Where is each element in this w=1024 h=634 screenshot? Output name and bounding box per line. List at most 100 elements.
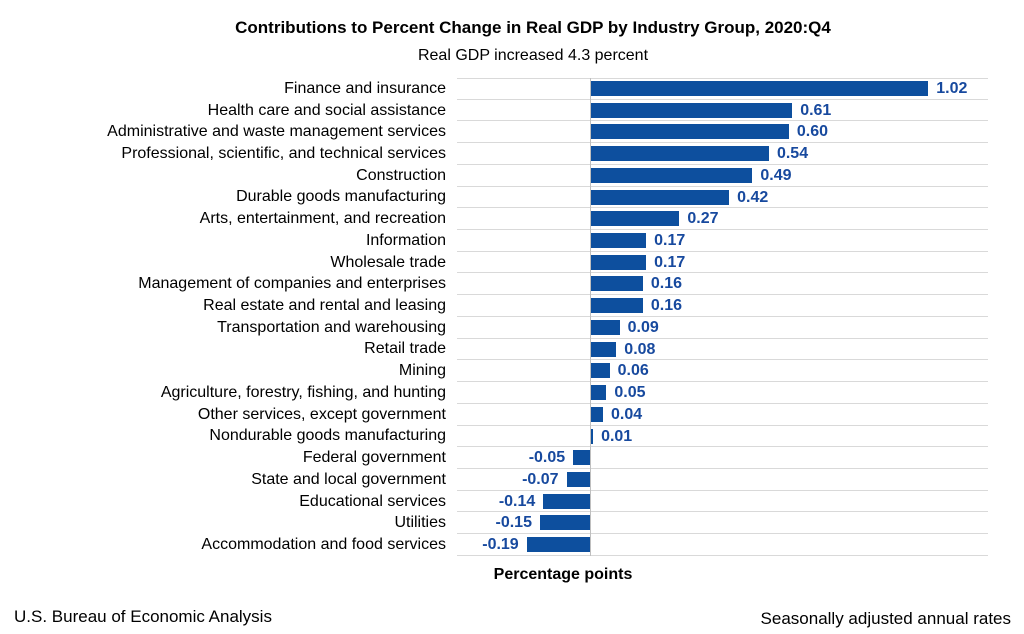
plot-cell: 1.02 [457,78,988,100]
value-label: 0.17 [654,253,686,271]
plot-cell: -0.15 [457,512,988,535]
value-label: -0.05 [528,449,566,467]
chart-subtitle: Real GDP increased 4.3 percent [417,47,649,64]
category-label: State and local government [251,470,446,488]
value-label: 0.60 [796,123,829,141]
plot-cell: 0.08 [457,339,988,361]
plot-cell: -0.14 [457,491,988,513]
value-label: 0.27 [687,210,719,228]
bar [589,146,769,162]
bar-row: Wholesale trade 0.17 [30,252,988,274]
bar-row: Utilities -0.15 [30,512,988,535]
plot-cell: 0.60 [457,121,988,144]
bar [589,276,643,292]
plot-cell: -0.05 [457,447,988,469]
category-label: Retail trade [364,340,446,358]
value-label: 0.01 [601,427,633,445]
chart-title: Contributions to Percent Change in Real … [235,18,831,37]
bar [539,515,590,531]
plot-cell: 0.27 [457,208,988,231]
category-label: Utilities [394,514,446,532]
plot-cell: -0.19 [457,534,988,556]
plot-cell: 0.49 [457,165,988,187]
bar [589,341,617,357]
bar [543,493,590,509]
plot-cell: 0.09 [457,317,988,339]
category-label: Educational services [299,492,446,510]
plot-cell: 0.06 [457,360,988,383]
plot-cell: -0.07 [457,469,988,491]
bar-row: Agriculture, forestry, fishing, and hunt… [30,382,988,404]
bar [589,319,620,335]
bar-row: Accommodation and food services -0.19 [30,534,988,556]
value-label: 0.54 [776,145,809,163]
category-label: Durable goods manufacturing [236,188,446,206]
value-label: 1.02 [936,80,968,97]
bar-row: Federal government -0.05 [30,447,988,469]
value-label: -0.15 [495,514,532,532]
bar [589,189,730,205]
category-label: Transportation and warehousing [217,318,446,336]
value-label: 0.61 [800,101,832,119]
category-label: Health care and social assistance [207,101,446,119]
category-label: Real estate and rental and leasing [203,297,446,315]
category-label: Finance and insurance [284,79,446,97]
value-label: 0.04 [611,405,643,423]
bar [589,124,789,140]
bar [589,363,610,379]
bar-row: Retail trade 0.08 [30,339,988,361]
bar [589,233,647,249]
bar-row: Management of companies and enterprises 0… [30,273,988,296]
category-label: Management of companies and enterprises [138,275,446,293]
bar [589,428,594,444]
category-label: Arts, entertainment, and recreation [199,210,446,228]
category-label: Construction [356,166,446,184]
bar [589,298,643,314]
bar-row: Professional, scientific, and technical … [30,143,988,165]
plot-cell: 0.01 [457,426,988,448]
bar [573,450,590,466]
category-label: Other services, except government [197,405,446,423]
value-label: 0.09 [627,318,659,336]
plot-cell: 0.61 [457,100,988,122]
bar-row: Finance and insurance 1.02 [30,78,988,100]
plot-cell: 0.05 [457,382,988,404]
value-label: 0.42 [737,188,769,206]
value-label: 0.08 [624,340,656,358]
bar-row: Construction 0.49 [30,165,988,187]
bar [589,254,647,270]
bar-chart-plot-area: Finance and insurance 1.02 Health care and… [30,78,988,556]
plot-cell: 0.16 [457,295,988,317]
bar [589,406,604,422]
value-label: -0.07 [522,470,559,488]
category-label: Wholesale trade [330,253,446,271]
bar-row: Other services, except government 0.04 [30,404,988,426]
bar-row: Information 0.17 [30,230,988,252]
category-label: Federal government [302,449,446,467]
value-label: 0.17 [654,232,686,250]
category-label: Professional, scientific, and technical … [121,145,446,163]
value-label: 0.49 [760,166,792,184]
adjustment-note: Seasonally adjusted annual rates [760,609,1011,628]
value-label: 0.05 [614,384,646,402]
value-label: -0.19 [482,536,519,554]
bar [526,537,590,553]
plot-cell: 0.17 [457,252,988,274]
bar-row: Durable goods manufacturing 0.42 [30,187,988,209]
plot-top-gridline [457,78,988,79]
category-label: Agriculture, forestry, fishing, and hunt… [160,383,446,401]
bar-row: Administrative and waste management serv… [30,121,988,144]
category-label: Accommodation and food services [201,535,446,553]
category-label: Mining [398,362,446,380]
source-attribution: U.S. Bureau of Economic Analysis [14,607,272,626]
category-label: Nondurable goods manufacturing [209,427,446,445]
plot-cell: 0.04 [457,404,988,426]
plot-cell: 0.16 [457,273,988,296]
bar [589,211,680,227]
category-label: Information [365,231,446,249]
zero-axis-line [589,78,591,556]
bar [589,81,929,96]
bar-row: Real estate and rental and leasing 0.16 [30,295,988,317]
value-label: -0.14 [498,492,536,510]
